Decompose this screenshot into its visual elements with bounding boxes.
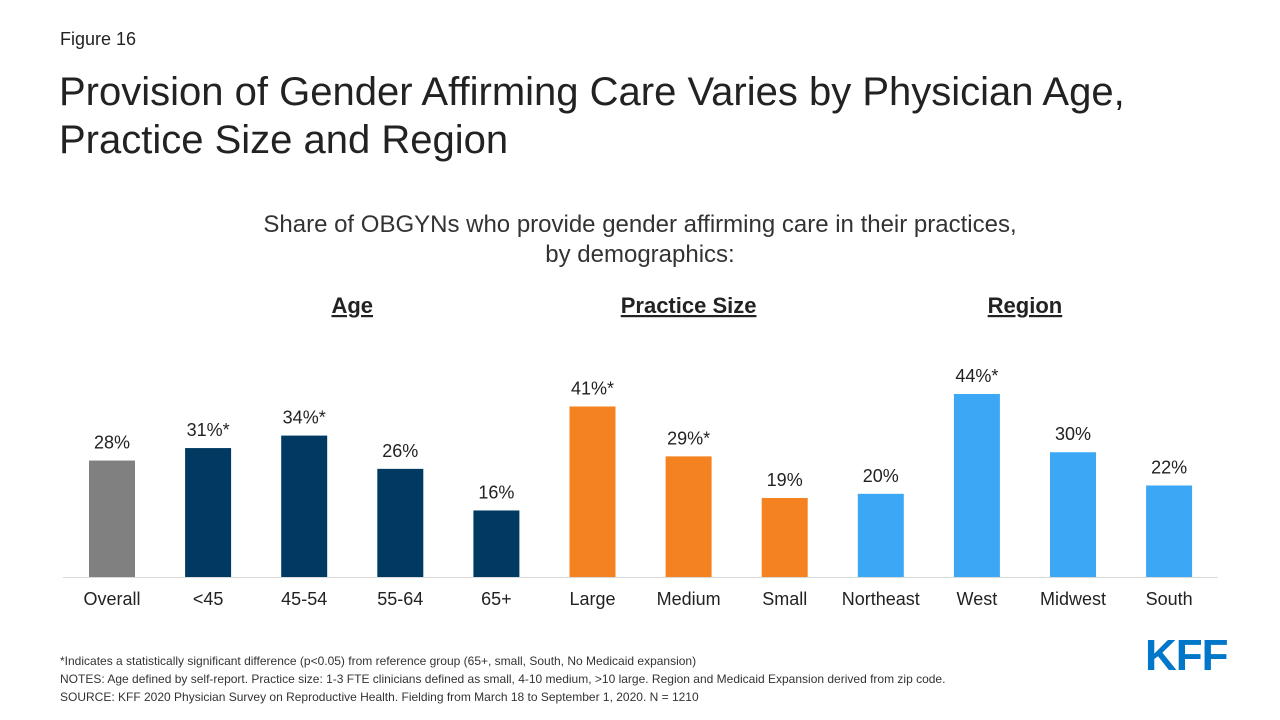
data-label: 26% <box>382 441 418 461</box>
bar-5564 <box>377 468 424 577</box>
bar-south <box>1146 485 1193 577</box>
x-tick-label: Large <box>569 589 615 609</box>
figure-label: Figure 16 <box>60 29 137 49</box>
source-note: SOURCE: KFF 2020 Physician Survey on Rep… <box>60 690 699 704</box>
x-tick-label: South <box>1146 589 1193 609</box>
bar-chart: 28% Overall 31%* <45 34%* 45-54 26% 55-64 16% 65+… <box>63 293 1218 609</box>
data-label: 20% <box>863 466 899 486</box>
bar-small <box>761 497 808 577</box>
subtitle-line-2: by demographics: <box>545 241 735 268</box>
x-tick-label: West <box>957 589 998 609</box>
bar-65 <box>473 510 520 577</box>
data-label: 19% <box>767 470 803 490</box>
subtitle-line-1: Share of OBGYNs who provide gender affir… <box>263 211 1017 238</box>
page-title: Provision of Gender Affirming Care Varie… <box>59 70 1125 162</box>
footnotes: *Indicates a statistically significant d… <box>60 652 945 706</box>
bar-midwest <box>1050 452 1096 577</box>
bar-northeast <box>857 493 904 577</box>
x-tick-label: 45-54 <box>281 589 327 609</box>
bar-medium <box>665 456 712 577</box>
bar-45 <box>185 448 232 577</box>
data-label: 22% <box>1151 458 1187 478</box>
x-tick-label: 55-64 <box>377 589 423 609</box>
bar-large <box>569 406 616 577</box>
data-label: 44%* <box>955 366 998 386</box>
x-tick-label: <45 <box>193 589 224 609</box>
x-tick-label: Medium <box>657 589 721 609</box>
x-tick-label: Overall <box>83 589 140 609</box>
data-label: 28% <box>94 433 130 453</box>
data-label: 29%* <box>667 428 710 448</box>
x-tick-label: 65+ <box>481 589 512 609</box>
data-label: 30% <box>1055 424 1091 444</box>
x-tick-label: Northeast <box>842 589 920 609</box>
chart-subtitle: Share of OBGYNs who provide gender affir… <box>0 210 1280 270</box>
data-label: 16% <box>478 482 514 502</box>
data-label: 34%* <box>283 408 326 428</box>
group-header: Region <box>988 293 1063 318</box>
kff-logo: KFF <box>1145 631 1229 680</box>
data-label: 41%* <box>571 378 614 398</box>
bar-west <box>953 394 1000 577</box>
x-tick-label: Midwest <box>1040 589 1106 609</box>
data-label: 31%* <box>187 420 230 440</box>
bar-overall <box>89 460 135 577</box>
x-tick-label: Small <box>762 589 807 609</box>
bar-4554 <box>281 435 328 577</box>
group-header: Practice Size <box>621 293 757 318</box>
significance-note: *Indicates a statistically significant d… <box>60 654 697 668</box>
definitions-note: NOTES: Age defined by self-report. Pract… <box>60 672 946 686</box>
group-header: Age <box>331 293 373 318</box>
